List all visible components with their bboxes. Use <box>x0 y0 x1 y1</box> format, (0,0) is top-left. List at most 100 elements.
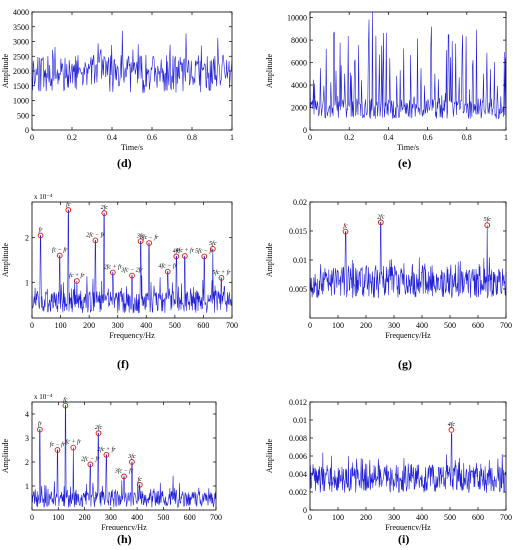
chart-d: 0 0.2 0.4 0.6 0.8 1 0 500 1000 1500 2000 2500 3000 35… <box>1 8 234 152</box>
peak-marker-f <box>146 240 152 246</box>
peak-label-f: 2fc + fr <box>104 263 123 270</box>
x-tick-label-g: 600 <box>472 321 484 330</box>
y-tick-label-d: 1500 <box>13 82 29 91</box>
peak-label-g: 5fc <box>484 216 492 223</box>
x-tick-label-g: 400 <box>416 321 428 330</box>
y-tick-label-i: 0.008 <box>289 434 307 443</box>
signal-trace-d <box>31 30 233 94</box>
peak-label-h: fr <box>38 421 43 428</box>
x-tick-label-d: 0.8 <box>187 133 197 142</box>
peak-marker-h <box>95 430 102 437</box>
y-tick-label-g: 0.015 <box>289 227 307 236</box>
y-tick-label-i: 0 <box>303 506 307 515</box>
x-tick-label-h: 600 <box>184 513 196 522</box>
peak-marker-h <box>103 451 110 458</box>
peak-label-h: 2fc <box>95 424 103 431</box>
peak-label-g: fc <box>343 223 348 230</box>
x-tick-label-g: 200 <box>360 321 372 330</box>
peak-label-f: fc <box>66 201 71 208</box>
peak-marker-h <box>70 444 77 451</box>
y-tick-label-e: 6000 <box>291 59 307 68</box>
y-tick-label-d: 0 <box>25 126 29 135</box>
y-tick-label-h: 1 <box>25 482 29 491</box>
x-tick-label-i: 400 <box>416 513 428 522</box>
peak-marker-i <box>448 427 455 433</box>
y-axis-label-e: Amplitude <box>265 53 274 88</box>
y-tick-label-f: 2 <box>25 234 29 243</box>
peak-marker-h <box>37 426 43 433</box>
y-tick-label-i: 0.01 <box>293 416 307 425</box>
plot-frame-f <box>31 201 233 319</box>
y-tick-label-e: 4000 <box>291 81 307 90</box>
peak-label-h: fc <box>63 397 68 404</box>
x-axis-label-h: Frequency/Hz <box>101 523 147 530</box>
y-tick-label-d: 1000 <box>13 97 29 106</box>
x-tick-label-i: 200 <box>360 513 372 522</box>
x-tick-label-d: 0 <box>30 133 34 142</box>
x-tick-label-e: 1 <box>504 133 508 142</box>
y-tick-label-e: 8000 <box>291 36 307 45</box>
peak-marker-f <box>110 269 116 276</box>
peak-label-h: 3fc <box>127 453 136 460</box>
x-tick-label-i: 500 <box>444 513 456 522</box>
x-tick-label-g: 500 <box>444 321 456 330</box>
peak-marker-h <box>54 447 61 453</box>
peak-label-f: 4fc <box>173 247 181 254</box>
peak-label-h: fc <box>138 476 143 483</box>
peak-label-f: 4fc − fr <box>159 263 178 270</box>
x-tick-label-d: 0.4 <box>107 133 117 142</box>
peak-marker-f <box>137 238 144 245</box>
x-tick-label-e: 0.2 <box>344 133 354 142</box>
x-tick-label-h: 100 <box>52 513 64 522</box>
y-axis-label-h: Amplitude <box>1 438 10 473</box>
peak-label-h: 2fc + fr <box>97 446 116 453</box>
y-tick-label-i: 0.012 <box>289 398 307 407</box>
peak-label-f: 3fc − fr <box>139 234 159 241</box>
peak-marker-f <box>56 252 63 259</box>
y-tick-label-e: 10000 <box>287 14 307 23</box>
x-tick-label-g: 0 <box>308 321 312 330</box>
x-tick-label-f: 200 <box>83 321 95 330</box>
x-tick-label-d: 0.6 <box>147 133 157 142</box>
panel-label-f: (f) <box>117 357 129 371</box>
panel-label-g: (g) <box>398 357 412 371</box>
peak-label-f: 2fc − fr <box>86 231 105 238</box>
x-tick-label-i: 700 <box>500 513 512 522</box>
x-tick-label-h: 500 <box>157 513 169 522</box>
x-tick-label-h: 400 <box>131 513 143 522</box>
y-tick-label-d: 2000 <box>13 67 29 76</box>
x-tick-label-d: 0.2 <box>67 133 77 142</box>
plot-frame-g <box>309 201 507 319</box>
y-tick-label-d: 4000 <box>13 8 29 17</box>
peak-marker-h <box>87 461 94 468</box>
y-exponent-h: x 10⁻⁴ <box>34 393 53 401</box>
x-tick-label-f: 500 <box>169 321 181 330</box>
x-tick-label-h: 700 <box>210 513 222 522</box>
y-tick-label-h: 3 <box>25 434 29 443</box>
panel-g: 0 100 200 300 400 500 600 700 0.005 0.01 0.015 0.02… <box>258 190 515 348</box>
y-axis-label-i: Amplitude <box>265 438 274 473</box>
peak-marker-f <box>101 210 108 217</box>
peak-label-f: 4fc + fr <box>176 247 195 254</box>
y-tick-label-i: 0.002 <box>289 488 307 497</box>
x-tick-label-f: 0 <box>30 321 34 330</box>
peak-label-h: 2fc − fr <box>81 455 100 462</box>
y-axis-label-g: Amplitude <box>265 242 274 277</box>
y-tick-label-h: 2 <box>25 458 29 467</box>
chart-e: 0 0.2 0.4 0.6 0.8 1 0 2000 4000 6000 8000 10000 Time… <box>265 11 508 152</box>
peak-marker-f <box>173 253 180 260</box>
peak-label-h: fc + fr <box>66 439 82 446</box>
y-exponent-f: x 10⁻⁴ <box>34 193 53 201</box>
peak-marker-f <box>201 253 208 260</box>
peak-marker-h <box>129 459 135 465</box>
x-tick-label-g: 300 <box>388 321 400 330</box>
peak-marker-f <box>129 272 135 279</box>
panel-h: 0 100 200 300 400 500 600 700 1 2 3 4 Frequency/Hz Am… <box>0 390 258 532</box>
y-tick-label-e: 2000 <box>291 104 307 113</box>
peak-label-f: 5fc + fr <box>212 269 231 276</box>
x-tick-label-e: 0.4 <box>383 133 393 142</box>
y-tick-label-d: 3000 <box>13 38 29 47</box>
x-axis-label-d: Time/s <box>121 143 143 152</box>
chart-i: 0 100 200 300 400 500 600 700 0 0.002 0.004 0.006 0.… <box>265 398 512 532</box>
signal-trace-i <box>309 433 507 493</box>
